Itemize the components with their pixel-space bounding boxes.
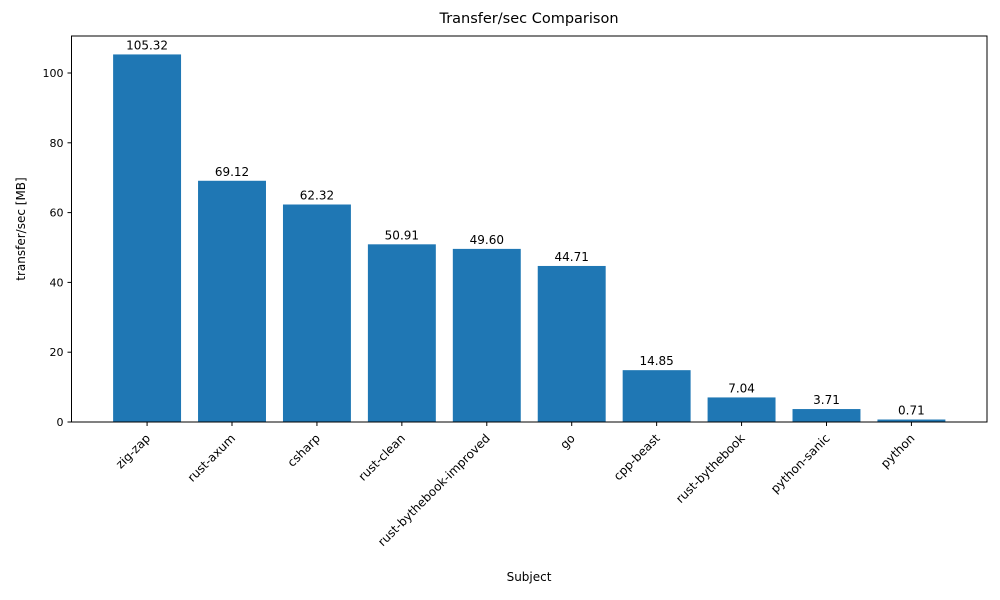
y-tick-label: 100 — [43, 67, 64, 80]
bar — [452, 248, 521, 422]
bar — [198, 180, 266, 422]
x-tick-label: rust-clean — [356, 431, 408, 483]
bar-value-label: 0.71 — [898, 404, 925, 418]
x-axis-label: Subject — [506, 570, 552, 584]
bar-value-label: 50.91 — [385, 228, 419, 242]
x-tick-label: csharp — [285, 431, 323, 469]
y-tick-label: 0 — [57, 416, 64, 429]
axes-frame — [71, 35, 988, 423]
bar-value-label: 3.71 — [813, 393, 840, 407]
x-tick-label: python-sanic — [768, 431, 833, 496]
bar-value-label: 62.32 — [300, 189, 334, 203]
x-tick-label: go — [557, 431, 577, 451]
bar-value-label: 44.71 — [555, 250, 589, 264]
bar — [877, 419, 946, 422]
bar-value-label: 49.60 — [470, 233, 504, 247]
bar-value-label: 7.04 — [728, 381, 755, 395]
bar — [282, 204, 351, 422]
y-tick-label: 80 — [50, 137, 64, 150]
y-tick-label: 60 — [50, 207, 64, 220]
x-tick-label: rust-axum — [185, 431, 238, 484]
bar — [367, 244, 436, 422]
chart-title: Transfer/sec Comparison — [439, 11, 619, 27]
x-tick-label: zig-zap — [113, 431, 153, 471]
bar-value-label: 14.85 — [639, 354, 673, 368]
bar — [537, 265, 606, 422]
bar-value-label: 105.32 — [126, 38, 168, 52]
bar-value-label: 69.12 — [215, 165, 249, 179]
y-tick-label: 40 — [50, 276, 64, 289]
x-tick-label: python — [878, 431, 918, 471]
bar — [622, 370, 691, 422]
bar — [792, 409, 861, 422]
x-tick-label: rust-bythebook — [673, 431, 748, 506]
x-tick-label: cpp-beast — [611, 431, 663, 483]
bar — [707, 397, 776, 422]
y-tick-label: 20 — [50, 346, 64, 359]
bar — [113, 54, 182, 423]
